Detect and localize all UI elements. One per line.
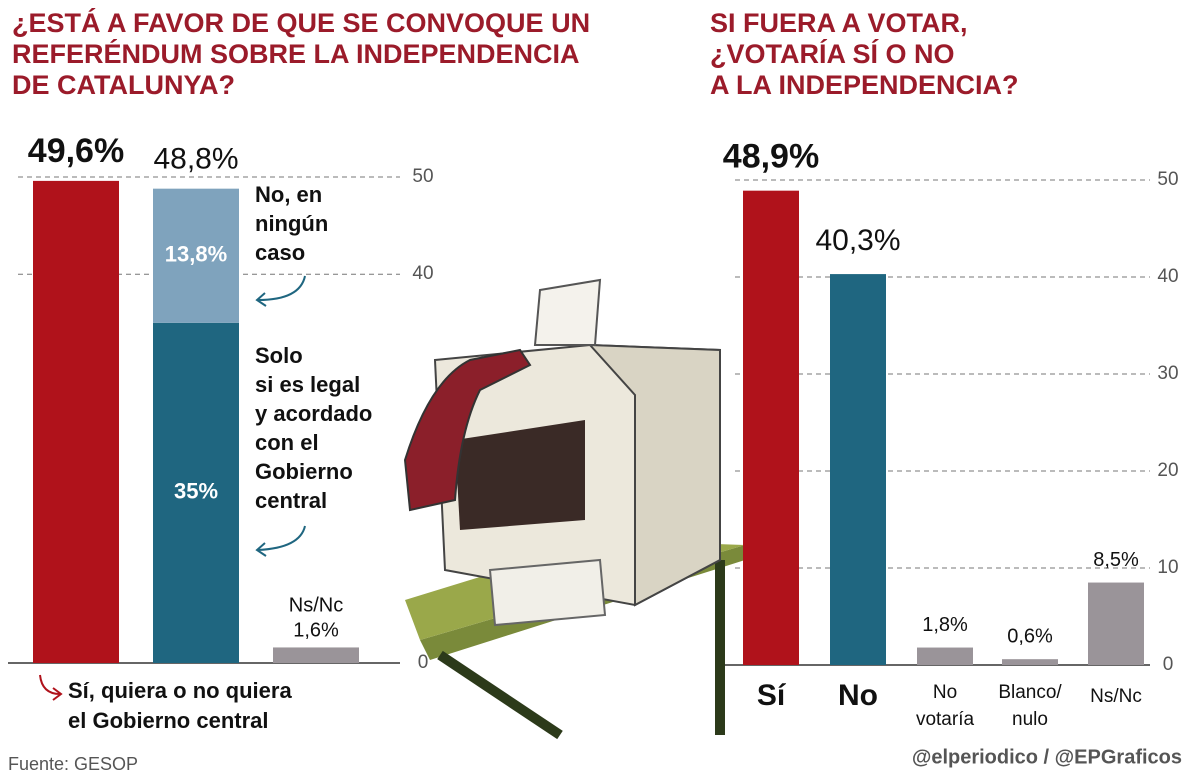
series-label: caso <box>255 240 305 265</box>
chart-title: SI FUERA A VOTAR, <box>710 8 968 38</box>
y-tick-label: 30 <box>1157 363 1178 384</box>
x-tick-label: Sí <box>757 679 787 712</box>
bar-segment <box>153 322 239 663</box>
value-label: 35% <box>174 479 218 504</box>
bar-segment <box>33 180 119 663</box>
chart-title: ¿ESTÁ A FAVOR DE QUE SE CONVOQUE UN <box>12 7 590 38</box>
value-label: 8,5% <box>1093 549 1139 571</box>
y-tick-label: 10 <box>1157 557 1178 578</box>
value-label: 48,9% <box>723 138 819 176</box>
series-label: el Gobierno central <box>68 708 269 733</box>
series-label: Solo <box>255 343 303 368</box>
bar <box>743 190 799 666</box>
y-tick-label: 0 <box>1163 654 1174 675</box>
x-tick-label: No <box>933 682 957 703</box>
value-label: 49,6% <box>28 132 124 170</box>
value-label: 0,6% <box>1007 625 1053 647</box>
bar <box>830 274 886 665</box>
arrow <box>255 542 267 557</box>
y-tick-label: 40 <box>412 263 433 284</box>
bar-segment <box>153 188 239 323</box>
illustration <box>403 278 745 740</box>
arrow <box>257 275 306 301</box>
arrow <box>257 525 306 551</box>
chart-title: DE CATALUNYA? <box>12 70 235 100</box>
series-label: No, en <box>255 182 322 207</box>
series-label: Gobierno <box>255 459 353 484</box>
arrow <box>255 292 267 307</box>
x-tick-label: votaría <box>916 709 975 730</box>
y-tick-label: 20 <box>1157 460 1178 481</box>
series-label: con el <box>255 430 319 455</box>
bar-segment <box>273 647 359 663</box>
value-label: 13,8% <box>165 242 227 267</box>
series-label: ningún <box>255 211 328 236</box>
bar <box>1002 659 1058 665</box>
y-tick-label: 40 <box>1157 266 1178 287</box>
series-label: Sí, quiera o no quiera <box>68 678 292 703</box>
series-label: central <box>255 488 327 513</box>
x-tick-label: nulo <box>1012 709 1048 730</box>
series-label: y acordado <box>255 401 372 426</box>
arrow <box>52 687 63 701</box>
credit: @elperiodico / @EPGraficos <box>912 746 1182 768</box>
value-label: 40,3% <box>815 224 900 257</box>
y-tick-label: 50 <box>412 166 433 187</box>
value-label: 1,6% <box>293 620 339 642</box>
x-tick-label: No <box>838 679 878 712</box>
y-tick-label: 50 <box>1157 169 1178 190</box>
series-label: Ns/Nc <box>289 594 343 616</box>
bar <box>917 647 973 665</box>
bar <box>1088 582 1144 665</box>
chart-title: ¿VOTARÍA SÍ O NO <box>710 38 955 69</box>
x-tick-label: Ns/Nc <box>1090 686 1142 707</box>
source: Fuente: GESOP <box>8 754 138 774</box>
series-label: si es legal <box>255 372 360 397</box>
x-tick-label: Blanco/ <box>998 682 1062 703</box>
chart-title: A LA INDEPENDENCIA? <box>710 70 1019 100</box>
y-tick-label: 0 <box>418 652 429 673</box>
chart-title: REFERÉNDUM SOBRE LA INDEPENDENCIA <box>12 38 580 69</box>
arrow <box>39 674 61 695</box>
value-label: 1,8% <box>922 614 968 636</box>
total-label: 48,8% <box>153 143 238 176</box>
